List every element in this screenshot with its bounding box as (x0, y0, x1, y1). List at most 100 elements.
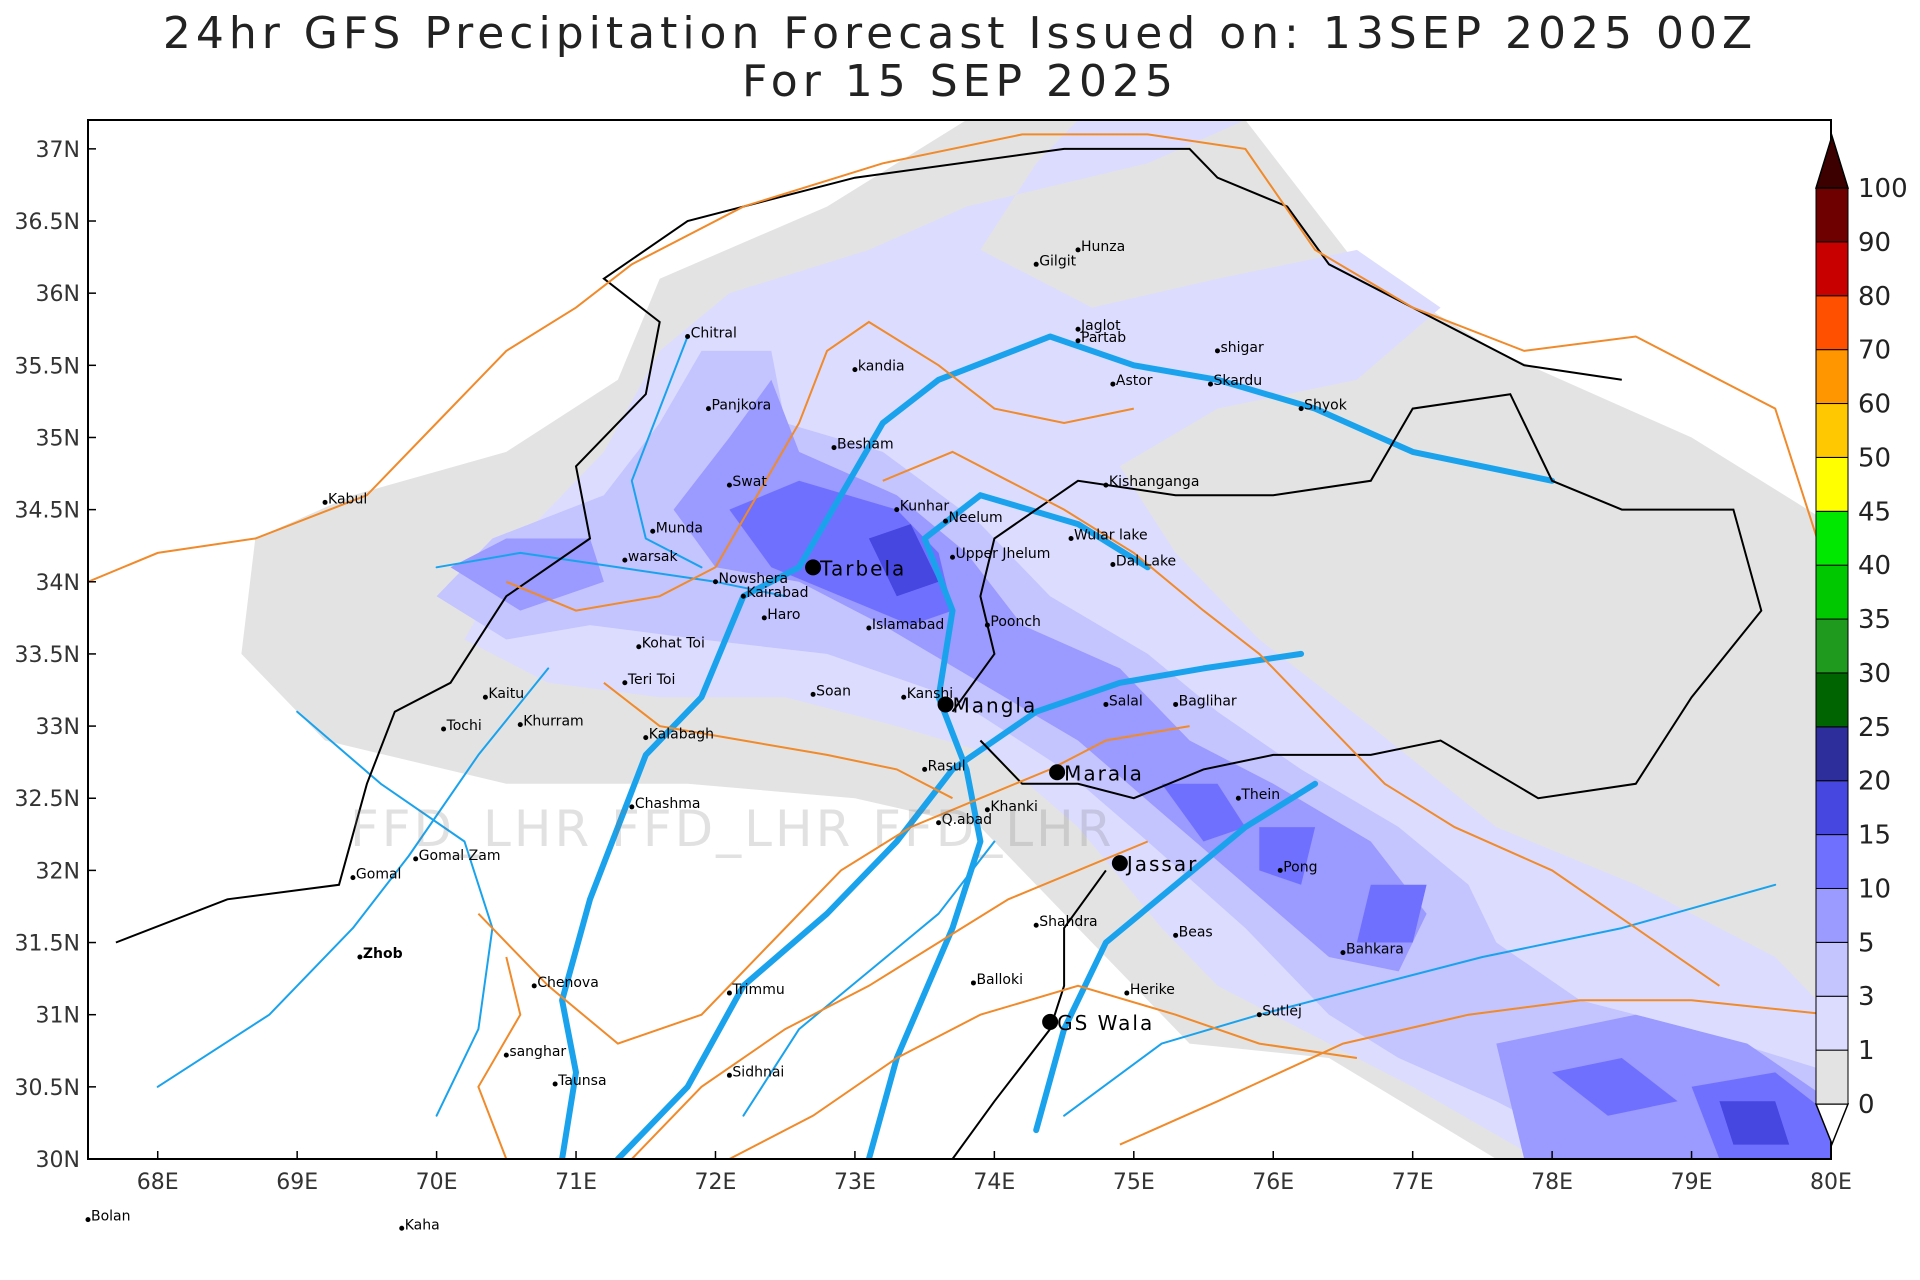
place-marker (685, 333, 691, 339)
lon-tick-label: 78E (1531, 1170, 1573, 1195)
place-marker (1256, 1012, 1262, 1018)
place-marker (706, 406, 712, 412)
place-marker (1033, 922, 1039, 928)
place-label: Salal (1109, 693, 1143, 709)
precip-zone-12 (1719, 1101, 1790, 1145)
lon-tick-label: 75E (1113, 1170, 1155, 1195)
dam-marker (1111, 855, 1128, 872)
place-label: Kohat Toi (642, 636, 705, 652)
lat-tick-label: 35.5N (15, 354, 80, 379)
river-3 (1033, 780, 1319, 1134)
lon-tick-label: 73E (834, 1170, 876, 1195)
place-marker (1173, 701, 1179, 707)
place-label: Khurram (523, 714, 583, 730)
place-label: Bolan (91, 1209, 131, 1225)
place-marker (1235, 795, 1241, 801)
colorbar-label: 35 (1858, 605, 1891, 635)
place-marker (761, 615, 767, 621)
lon-tick-label: 77E (1392, 1170, 1434, 1195)
lat-tick-label: 32N (36, 859, 80, 884)
dam-label: Marala (1064, 761, 1144, 785)
place-label: Bahkara (1346, 942, 1404, 958)
lon-tick-label: 70E (416, 1170, 458, 1195)
place-marker (1173, 932, 1179, 938)
place-marker (866, 625, 872, 631)
dam-label: Mangla (953, 693, 1038, 717)
colorbar-box (1815, 726, 1849, 782)
precipitation-shading (241, 120, 1831, 1159)
place-label: Teri Toi (627, 672, 676, 688)
place-label: Astor (1116, 373, 1153, 389)
place-label: Skardu (1213, 373, 1262, 389)
place-marker (984, 622, 990, 628)
place-label: Jaglot (1080, 318, 1121, 334)
place-label: Kalabagh (649, 727, 714, 743)
colorbar-box (1815, 241, 1849, 297)
place-marker (85, 1217, 91, 1223)
place-marker (852, 367, 858, 373)
lon-tick-label: 79E (1671, 1170, 1713, 1195)
place-label: Q.abad (942, 812, 992, 828)
place-marker (810, 691, 816, 697)
colorbar-label: 60 (1858, 390, 1891, 420)
dam-marker (805, 559, 822, 576)
boundary-0 (115, 147, 1622, 944)
place-marker (950, 554, 956, 560)
dam-label: GS Wala (1057, 1011, 1154, 1035)
place-label: Sutlej (1262, 1004, 1302, 1020)
place-marker (1207, 381, 1213, 387)
basin-boundary-4 (631, 840, 1149, 1159)
place-label: Gomal (356, 867, 402, 883)
colorbar-box (1815, 564, 1849, 620)
place-marker (350, 875, 356, 881)
place-marker (1075, 326, 1081, 332)
place-marker (1103, 701, 1109, 707)
place-label: Kishanganga (1109, 474, 1200, 490)
dam-marker (937, 696, 954, 713)
place-label: Neelum (949, 510, 1003, 526)
colorbar-label: 40 (1858, 551, 1891, 581)
place-marker (1340, 950, 1346, 956)
colorbar-box (1815, 510, 1849, 566)
colorbar-box (1815, 834, 1849, 889)
place-marker (322, 499, 328, 505)
colorbar-box (1815, 456, 1849, 512)
place-marker (970, 980, 976, 986)
place-label: Partab (1081, 330, 1126, 346)
lon-tick-label: 69E (276, 1170, 318, 1195)
place-marker (1110, 561, 1116, 567)
place-marker (399, 1225, 405, 1231)
place-label: Taunsa (557, 1073, 606, 1089)
lat-tick-label: 37N (36, 138, 80, 163)
place-label: Pong (1283, 859, 1317, 875)
place-label: Kunhar (900, 499, 950, 515)
boundary-2 (951, 869, 1107, 1159)
colorbar-label: 20 (1858, 767, 1891, 797)
place-marker (622, 680, 628, 686)
place-marker (517, 722, 523, 728)
lon-tick-label: 80E (1810, 1170, 1852, 1195)
place-label: Gilgit (1039, 253, 1076, 269)
precip-zone-1 (464, 120, 1831, 1159)
place-marker (357, 954, 363, 960)
colorbar-box (1815, 1049, 1849, 1105)
place-label: Gomal Zam (419, 848, 501, 864)
colorbar-box (1815, 295, 1849, 351)
place-label: Chashma (635, 796, 701, 812)
lat-tick-label: 33.5N (15, 643, 80, 668)
place-label: Shahdra (1039, 914, 1097, 930)
precip-zone-10 (1552, 1058, 1678, 1116)
place-marker (643, 735, 649, 741)
colorbar-label: 30 (1858, 659, 1891, 689)
place-marker (1075, 338, 1081, 344)
place-marker (1214, 348, 1220, 354)
axes: 68E 69E 70E 71E 72E 73E 74E 75E 76E 77E 78E 79E 80E 3… (15, 138, 1852, 1195)
place-marker (1298, 406, 1304, 412)
colorbar-box (1815, 618, 1849, 674)
lat-tick-label: 30.5N (15, 1076, 80, 1101)
lat-tick-label: 36.5N (15, 210, 80, 235)
lat-tick-label: 34N (36, 571, 80, 596)
colorbar-box (1815, 887, 1849, 943)
basin-boundary-6 (477, 956, 522, 1159)
